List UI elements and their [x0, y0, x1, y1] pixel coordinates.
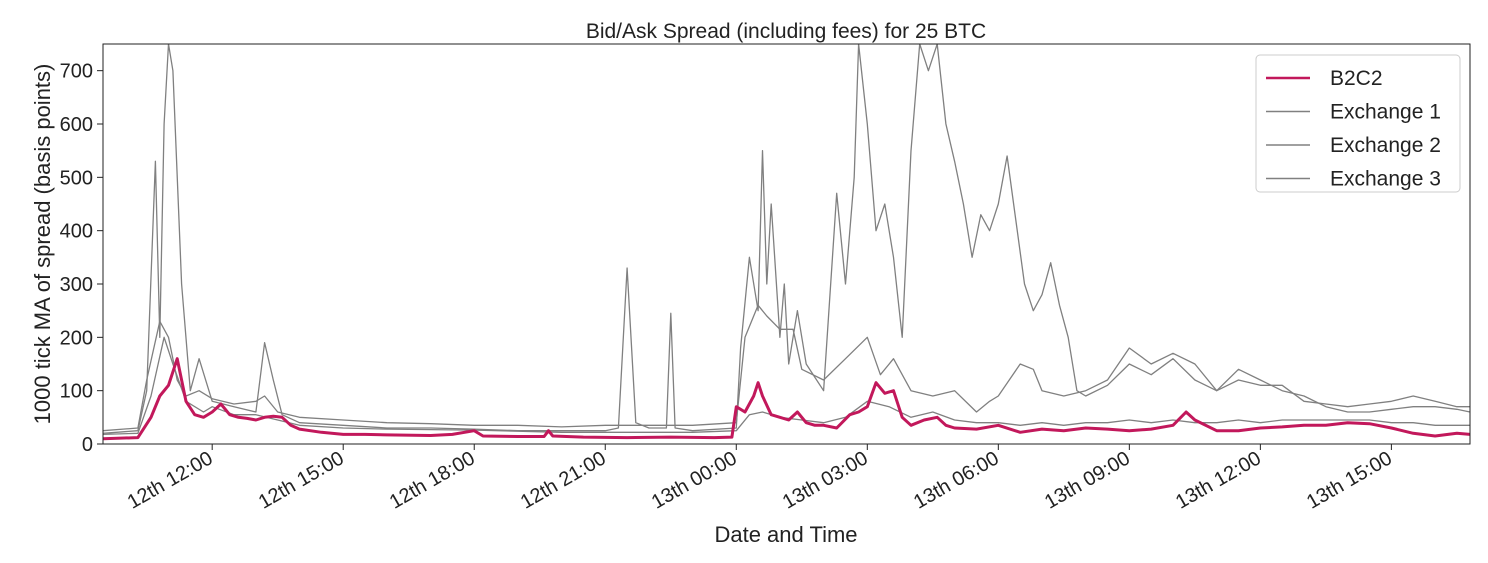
legend-label: B2C2 — [1330, 67, 1383, 90]
x-tick-label: 13th 15:00 — [1303, 447, 1396, 513]
series-line-exchange-2 — [103, 304, 1470, 432]
y-tick-label: 500 — [60, 167, 93, 189]
y-tick-label: 0 — [82, 434, 93, 456]
y-tick-label: 100 — [60, 381, 93, 403]
y-tick-label: 600 — [60, 114, 93, 136]
x-tick-label: 13th 06:00 — [910, 447, 1003, 513]
y-tick-label: 700 — [60, 61, 93, 83]
y-tick-label: 400 — [60, 221, 93, 243]
x-axis-label: Date and Time — [714, 522, 857, 547]
legend-label: Exchange 1 — [1330, 101, 1441, 124]
legend-box — [1255, 54, 1461, 193]
x-tick-label: 12th 21:00 — [517, 447, 610, 513]
y-tick-label: 300 — [60, 274, 93, 296]
y-axis-label: 1000 tick MA of spread (basis points) — [30, 64, 55, 425]
series-group — [103, 44, 1470, 441]
x-axis: 12th 12:00 12th 15:00 12th 18:00 12th 21:00… — [124, 444, 1396, 514]
legend-entries: B2C2 Exchange 1 Exchange 2 Exchange 3 — [1266, 67, 1441, 191]
y-axis: 0 100 200 300 400 500 600 700 — [60, 61, 103, 456]
plot-frame — [102, 43, 1471, 445]
y-tick-label: 200 — [60, 327, 93, 349]
legend: B2C2 Exchange 1 Exchange 2 Exchange 3 — [1255, 54, 1461, 193]
legend-label: Exchange 3 — [1330, 168, 1441, 191]
chart-title: Bid/Ask Spread (including fees) for 25 B… — [586, 20, 986, 43]
x-tick-label: 12th 18:00 — [386, 447, 479, 513]
x-tick-label: 13th 09:00 — [1041, 447, 1134, 513]
x-tick-label: 12th 12:00 — [124, 447, 217, 513]
legend-label: Exchange 2 — [1330, 134, 1441, 157]
x-tick-label: 13th 12:00 — [1172, 447, 1265, 513]
series-line-exchange-1 — [103, 44, 1470, 434]
series-line-b2c2 — [103, 357, 1470, 441]
x-tick-label: 13th 03:00 — [779, 447, 872, 513]
x-tick-label: 12th 15:00 — [255, 447, 348, 513]
x-tick-label: 13th 00:00 — [648, 447, 741, 513]
